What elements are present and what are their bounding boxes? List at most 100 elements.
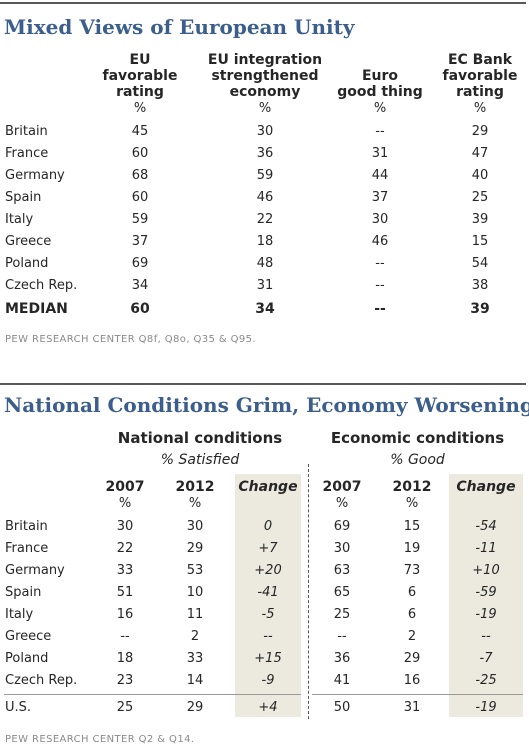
cell: 25: [471, 190, 489, 205]
row-country: Spain: [5, 190, 42, 205]
change-cell: +20: [254, 563, 282, 578]
cell: 44: [371, 168, 389, 183]
change-cell: -11: [475, 541, 497, 556]
table2-source: PEW RESEARCH CENTER Q2 & Q14.: [5, 734, 195, 745]
table1-unit: %: [133, 101, 147, 116]
row-country: Britain: [5, 519, 48, 534]
cell: 60: [130, 301, 150, 317]
cell: 2: [190, 629, 200, 644]
cell: 30: [256, 124, 274, 139]
cell: 59: [256, 168, 274, 183]
cell: 53: [186, 563, 204, 578]
change-cell: -59: [475, 585, 497, 600]
row-country: Britain: [5, 124, 48, 139]
row-country: France: [5, 541, 49, 556]
cell: 15: [471, 234, 489, 249]
col-2007: 2007: [322, 479, 362, 495]
cell: 68: [131, 168, 149, 183]
cell: 33: [116, 563, 134, 578]
change-cell: +7: [258, 541, 278, 556]
cell: 54: [471, 256, 489, 271]
table1-unit: %: [258, 101, 272, 116]
header-line: economy: [229, 84, 301, 100]
header-line: favorable: [102, 68, 178, 84]
header-line: favorable: [442, 68, 518, 84]
col-change: Change: [238, 479, 298, 495]
table-row: Spain 60 46 37 25: [0, 187, 529, 209]
cell: 46: [256, 190, 274, 205]
cell: 69: [333, 519, 351, 534]
row-country: Italy: [5, 607, 34, 622]
change-column-shade: [235, 474, 301, 717]
row-country: Germany: [5, 168, 65, 183]
cell: 2: [407, 629, 417, 644]
table1-header-eu-integration: EU integration strengthened economy: [195, 52, 335, 100]
cell: 37: [371, 190, 389, 205]
cell: 29: [186, 541, 204, 556]
change-cell: +10: [472, 563, 500, 578]
change-cell: +4: [258, 700, 278, 715]
cell: --: [375, 256, 385, 271]
cell: 29: [403, 651, 421, 666]
header-line: Euro: [361, 68, 399, 84]
cell: 16: [116, 607, 134, 622]
table2-title: National Conditions Grim, Economy Worsen…: [4, 393, 529, 417]
cell: 22: [116, 541, 134, 556]
cell: 16: [403, 673, 421, 688]
change-cell: -5: [261, 607, 275, 622]
col-unit: %: [335, 496, 349, 511]
cell: 41: [333, 673, 351, 688]
col-unit: %: [405, 496, 419, 511]
change-cell: -54: [475, 519, 497, 534]
cell: 34: [255, 301, 275, 317]
header-line: EC Bank: [447, 52, 513, 68]
cell: 51: [116, 585, 134, 600]
row-country: Greece: [5, 234, 52, 249]
header-line: strengthened: [211, 68, 319, 84]
table-row: Britain 30 30 0 69 15 -54: [0, 516, 529, 538]
change-cell: --: [481, 629, 491, 644]
cell: 39: [470, 301, 490, 317]
change-cell: -19: [475, 607, 497, 622]
table-row: France 60 36 31 47: [0, 143, 529, 165]
change-cell: -7: [479, 651, 493, 666]
cell: --: [120, 629, 130, 644]
table1-header-eu-favorable: EU favorable rating: [90, 52, 190, 100]
row-country: Czech Rep.: [5, 278, 78, 293]
change-cell: -9: [261, 673, 275, 688]
table-row: Britain 45 30 -- 29: [0, 121, 529, 143]
cell: 63: [333, 563, 351, 578]
table-row: Poland 69 48 -- 54: [0, 253, 529, 275]
cell: 59: [131, 212, 149, 227]
cell: 73: [403, 563, 421, 578]
row-country: U.S.: [5, 700, 32, 715]
table-row: France 22 29 +7 30 19 -11: [0, 538, 529, 560]
header-line: rating: [456, 84, 504, 100]
us-separator: [4, 694, 301, 695]
cell: 25: [116, 700, 134, 715]
table-row: Germany 33 53 +20 63 73 +10: [0, 560, 529, 582]
median-row: MEDIAN 60 34 -- 39: [0, 298, 529, 320]
row-country: Czech Rep.: [5, 673, 78, 688]
cell: 50: [333, 700, 351, 715]
cell: 60: [131, 190, 149, 205]
cell: 30: [371, 212, 389, 227]
cell: 39: [471, 212, 489, 227]
cell: 48: [256, 256, 274, 271]
cell: 15: [403, 519, 421, 534]
cell: 18: [116, 651, 134, 666]
cell: 10: [186, 585, 204, 600]
cell: --: [374, 301, 386, 317]
cell: 38: [471, 278, 489, 293]
table-row: Poland 18 33 +15 36 29 -7: [0, 648, 529, 670]
table-row: Czech Rep. 34 31 -- 38: [0, 275, 529, 297]
header-line: good thing: [337, 84, 423, 100]
cell: 31: [403, 700, 421, 715]
us-separator: [312, 694, 523, 695]
col-unit: %: [188, 496, 202, 511]
cell: 6: [407, 607, 417, 622]
cell: --: [337, 629, 347, 644]
row-country: Germany: [5, 563, 65, 578]
cell: 65: [333, 585, 351, 600]
cell: 31: [256, 278, 274, 293]
